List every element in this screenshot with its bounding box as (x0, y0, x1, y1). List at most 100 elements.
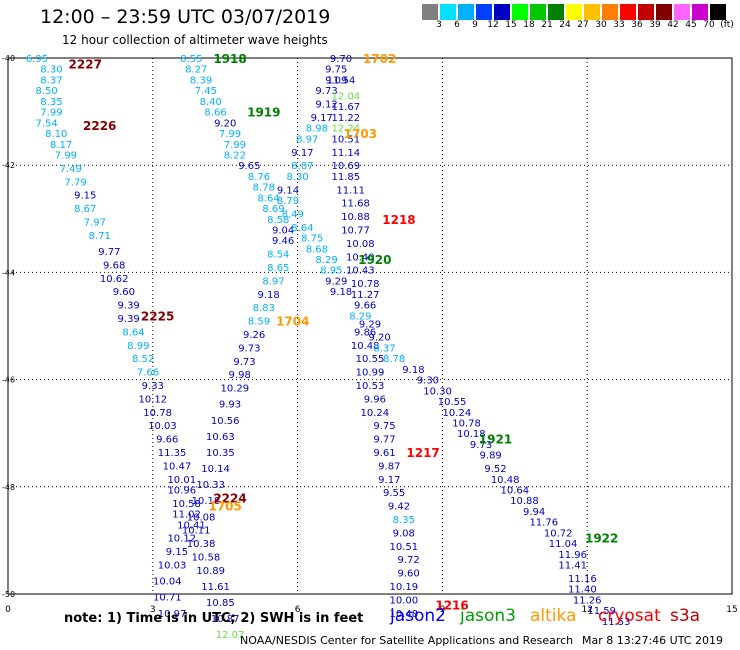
track-id-label: 2225 (141, 309, 174, 323)
wave-height-label: 9.73 (238, 343, 260, 354)
wave-height-label: 6.95 (26, 54, 48, 65)
wave-height-label: 8.35 (40, 97, 62, 108)
scale-swatch (422, 4, 438, 20)
scale-label: 36 (631, 20, 643, 30)
wave-height-label: 10.11 (182, 526, 211, 537)
plot-frame (7, 57, 733, 595)
wave-height-label: 11.85 (332, 172, 361, 183)
wave-height-label: 9.70 (330, 54, 352, 65)
satellite-cryosat: cryosat (598, 606, 661, 626)
wave-height-label: 9.73 (470, 440, 492, 451)
wave-height-label: 9.15 (74, 191, 96, 202)
wave-height-label: 10.40 (346, 252, 375, 263)
wave-height-label: 7.54 (35, 118, 57, 129)
scale-label: 18 (523, 20, 535, 30)
wave-height-label: 9.18 (330, 287, 352, 298)
wave-height-label: 11.67 (332, 102, 361, 113)
wave-height-label: 8.69 (262, 204, 284, 215)
wave-height-label: 10.69 (332, 161, 361, 172)
wave-height-label: 11.27 (351, 290, 380, 301)
wave-height-label: 11.16 (568, 574, 597, 585)
scale-label: 70 (703, 20, 715, 30)
wave-height-label: 9.29 (325, 276, 347, 287)
wave-height-label: 9.18 (258, 290, 280, 301)
wave-height-label: 9.17 (378, 475, 400, 486)
wave-height-label: 9.77 (373, 435, 395, 446)
wave-height-label: 8.59 (248, 317, 270, 328)
wave-height-label: 7.97 (84, 217, 106, 228)
wave-height-label: 10.55 (356, 354, 385, 365)
y-tick-label: -46 (2, 376, 15, 385)
wave-height-label: 10.63 (206, 432, 235, 443)
wave-height-label: 8.37 (40, 75, 62, 86)
chart-axes: 0 3 6 9 12 15 -40 -42 -44 -46 -48 -50 (2, 54, 738, 615)
wave-height-label: 9.68 (103, 260, 125, 271)
wave-height-label: 11.68 (341, 199, 370, 210)
wave-height-label: 11.59 (587, 606, 616, 617)
wave-height-label: 10.43 (346, 266, 375, 277)
wave-height-label: 10.77 (341, 226, 370, 237)
wave-height-label: 9.08 (393, 528, 415, 539)
wave-height-label: 10.51 (332, 134, 361, 145)
scale-label: 21 (541, 20, 553, 30)
scale-label: (ft) (720, 20, 734, 30)
track-id-label: 1218 (382, 213, 415, 227)
wave-height-label: 8.52 (132, 354, 154, 365)
wave-height-label: 10.03 (148, 421, 177, 432)
wave-height-label: 9.89 (480, 451, 502, 462)
wave-height-label: 10.88 (341, 212, 370, 223)
wave-height-label: 8.30 (286, 172, 308, 183)
scale-label: 3 (436, 20, 442, 30)
wave-height-label: 8.29 (349, 311, 371, 322)
wave-height-label: 8.98 (306, 124, 328, 135)
scale-swatch (548, 4, 564, 20)
x-tick-label: 3 (150, 605, 156, 615)
wave-height-label: 8.40 (200, 97, 222, 108)
track-id-label: 1216 (435, 599, 468, 613)
track-id-label: 2227 (69, 57, 102, 71)
x-tick-label: 6 (295, 605, 301, 615)
wave-height-label: 10.03 (158, 561, 187, 572)
wave-height-label: 8.79 (277, 196, 299, 207)
wave-height-label: 11.04 (549, 539, 578, 550)
wave-height-label: 8.39 (190, 75, 212, 86)
wave-height-label: 9.33 (142, 381, 164, 392)
wave-height-label: 10.12 (167, 534, 196, 545)
wave-height-label: 7.49 (60, 164, 82, 175)
wave-height-label: 8.76 (248, 172, 270, 183)
wave-height-label: 7.99 (40, 108, 62, 119)
wave-height-label: 10.88 (510, 496, 539, 507)
wave-height-label: 11.54 (327, 75, 356, 86)
y-tick-label: -50 (2, 590, 15, 599)
wave-height-label: 9.14 (277, 185, 299, 196)
track-id-label: 1922 (585, 532, 618, 546)
y-tick-label: -42 (2, 161, 15, 170)
wave-height-label: 8.78 (253, 183, 275, 194)
y-tick-label: -48 (2, 483, 15, 492)
wave-height-label: 9.20 (214, 118, 236, 129)
wave-height-label: 10.00 (389, 595, 418, 606)
wave-height-label: 11.35 (158, 448, 187, 459)
scale-swatch (584, 4, 600, 20)
wave-height-label: 10.35 (206, 448, 235, 459)
wave-height-label: 8.67 (74, 204, 96, 215)
wave-height-label: 8.66 (204, 108, 226, 119)
wave-height-label: 10.04 (153, 577, 182, 588)
track-id-label: 1703 (344, 127, 377, 141)
wave-height-label: 12.07 (216, 630, 245, 641)
satellite-altika: altika (530, 606, 577, 626)
wave-height-label: 9.17 (311, 113, 333, 124)
y-tick-label: -40 (2, 54, 15, 63)
wave-height-label: 8.99 (127, 341, 149, 352)
wave-height-label: 9.93 (219, 400, 241, 411)
wave-height-label: 8.37 (373, 343, 395, 354)
wave-height-label: 10.85 (206, 598, 235, 609)
wave-height-label: 10.72 (544, 528, 573, 539)
wave-height-label: 11.40 (568, 585, 597, 596)
track-id-label: 1921 (479, 433, 512, 447)
satellite-s3a: s3a (670, 606, 701, 626)
wave-height-label: 10.24 (361, 408, 390, 419)
wave-height-label: 11.41 (558, 561, 587, 572)
generated-time: Mar 8 13:27:46 UTC 2019 (582, 634, 723, 647)
track-id-label: 1919 (247, 106, 280, 120)
